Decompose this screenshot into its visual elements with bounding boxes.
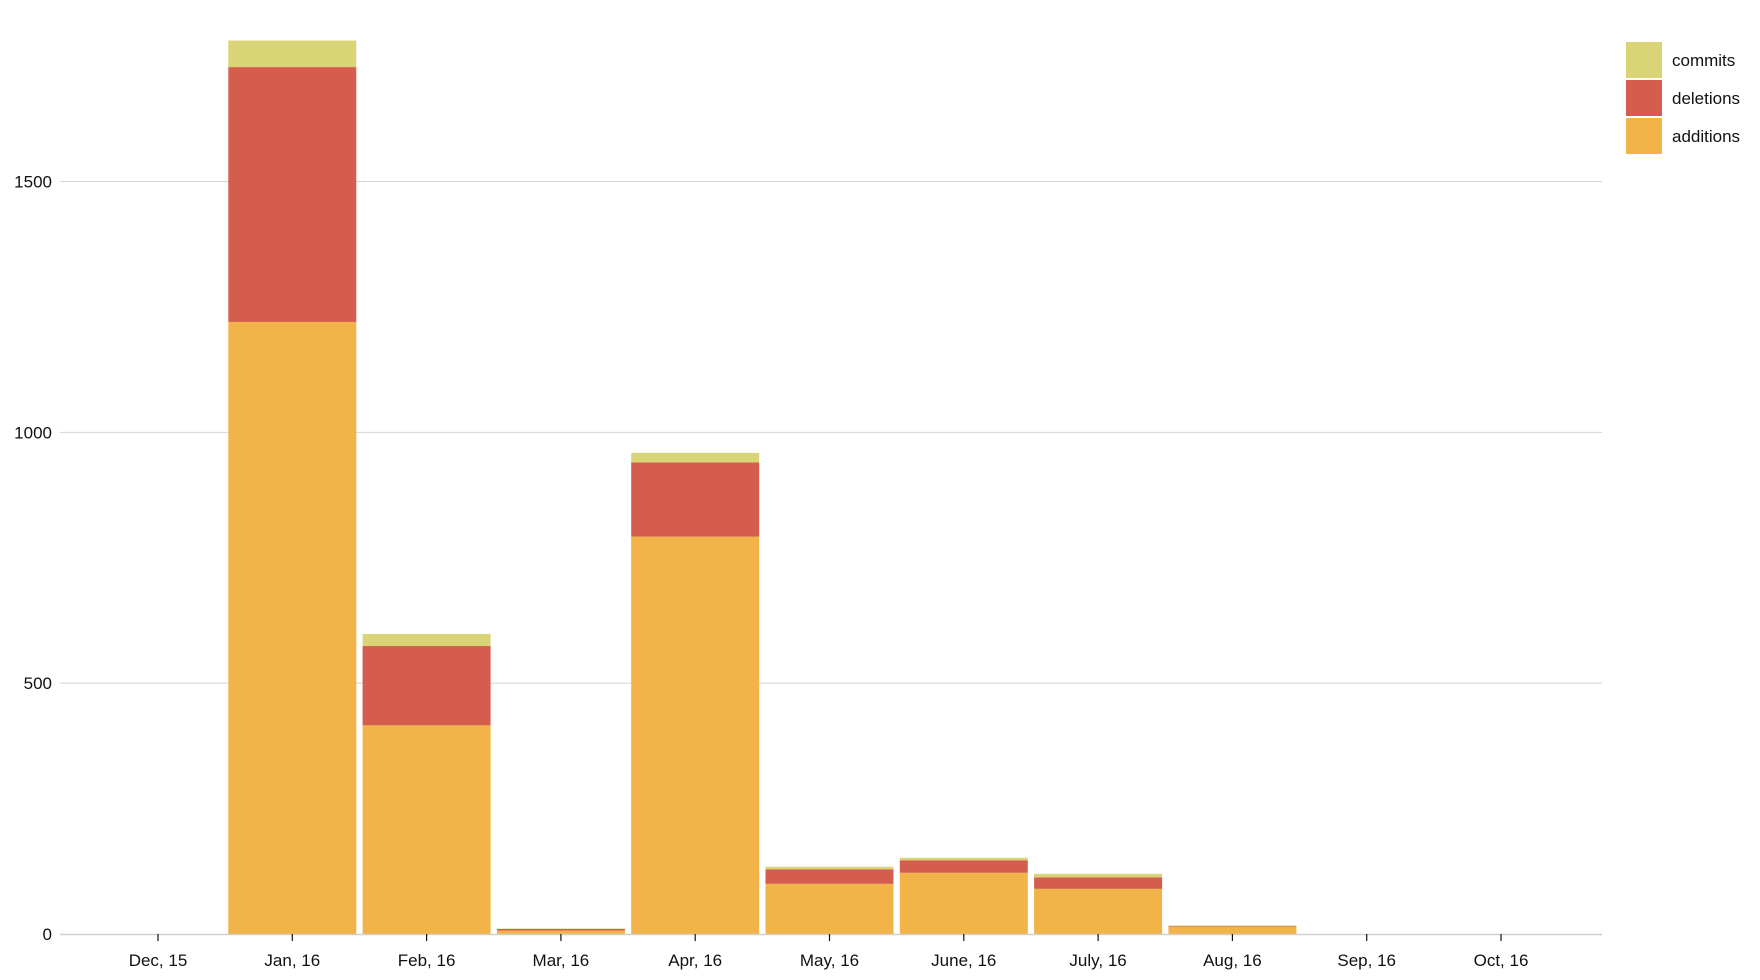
bar-deletions <box>228 67 357 322</box>
bar-commits <box>899 857 1028 861</box>
x-tick-label: July, 16 <box>1069 951 1126 970</box>
legend-swatch-commits <box>1626 42 1662 78</box>
y-tick-label: 0 <box>43 925 52 944</box>
x-tick-label: Sep, 16 <box>1337 951 1396 970</box>
x-tick-label: Mar, 16 <box>533 951 590 970</box>
legend-label-additions: additions <box>1672 127 1740 146</box>
bar-commits <box>1034 873 1163 878</box>
y-axis: 0 500 1000 1500 <box>14 172 52 944</box>
bar-additions <box>496 930 625 934</box>
x-tick-label: June, 16 <box>931 951 996 970</box>
bar-additions <box>1168 926 1297 934</box>
x-axis: Dec, 15 Jan, 16 Feb, 16 Mar, 16 Apr, 16 May, … <box>60 933 1602 970</box>
x-tick-label: May, 16 <box>800 951 859 970</box>
bar-additions <box>765 883 894 934</box>
bar-deletions <box>631 462 760 537</box>
bar-commits <box>362 633 491 647</box>
bar-commits <box>1168 925 1297 926</box>
bar-additions <box>362 725 491 934</box>
legend-label-commits: commits <box>1672 51 1735 70</box>
bars <box>228 40 1297 934</box>
y-tick-label: 1500 <box>14 172 52 191</box>
bar-deletions <box>765 869 894 884</box>
legend-swatch-deletions <box>1626 80 1662 116</box>
bar-additions <box>1034 888 1163 934</box>
x-tick-label: Aug, 16 <box>1203 951 1262 970</box>
x-tick-label: Feb, 16 <box>398 951 456 970</box>
bar-commits <box>228 40 357 68</box>
bar-additions <box>228 321 357 934</box>
bar-commits <box>631 452 760 463</box>
bar-deletions <box>1034 877 1163 889</box>
legend: commits deletions additions <box>1626 42 1740 154</box>
x-tick-label: Dec, 15 <box>129 951 188 970</box>
bar-additions <box>899 872 1028 934</box>
y-tick-label: 500 <box>24 674 52 693</box>
x-tick-label: Apr, 16 <box>668 951 722 970</box>
legend-swatch-additions <box>1626 118 1662 154</box>
x-tick-label: Jan, 16 <box>264 951 320 970</box>
bar-commits <box>765 866 894 870</box>
bar-additions <box>631 536 760 934</box>
x-tick-label: Oct, 16 <box>1474 951 1529 970</box>
legend-label-deletions: deletions <box>1672 89 1740 108</box>
y-tick-label: 1000 <box>14 423 52 442</box>
bar-deletions <box>362 646 491 726</box>
bar-deletions <box>899 860 1028 873</box>
bar-commits <box>496 928 625 929</box>
bar-deletions <box>496 928 625 931</box>
bar-deletions <box>1168 925 1297 927</box>
